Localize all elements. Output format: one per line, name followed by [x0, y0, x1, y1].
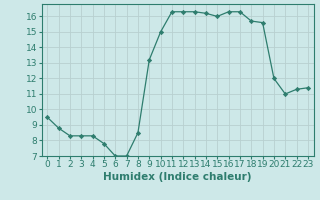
X-axis label: Humidex (Indice chaleur): Humidex (Indice chaleur) — [103, 172, 252, 182]
